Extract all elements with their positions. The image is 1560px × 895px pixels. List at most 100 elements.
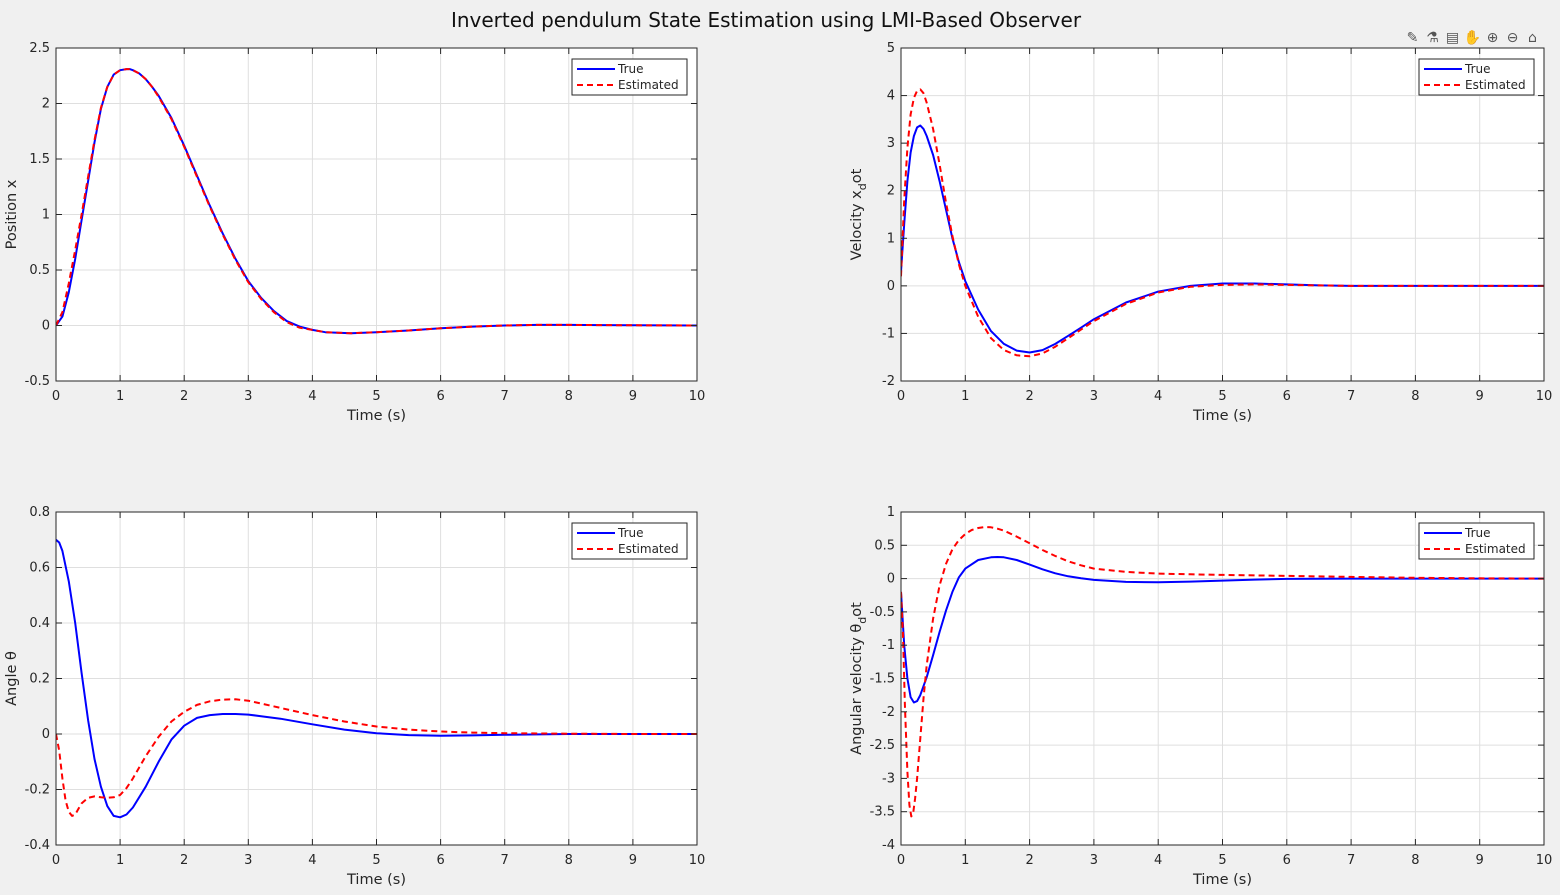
x-tick-label: 4 bbox=[308, 389, 316, 404]
y-tick-label: -1 bbox=[882, 326, 895, 341]
y-tick-label: 3 bbox=[887, 136, 895, 151]
figure-title: Inverted pendulum State Estimation using… bbox=[450, 8, 1082, 32]
axes-toolbar: ✎ ⚗ ▤ ✋ ⊕ ⊖ ⌂ bbox=[1403, 28, 1542, 48]
legend-entry-estimated: Estimated bbox=[618, 78, 679, 92]
x-tick-label: 10 bbox=[1536, 853, 1553, 868]
x-tick-label: 1 bbox=[961, 389, 969, 404]
x-tick-label: 6 bbox=[1283, 389, 1291, 404]
y-tick-label: 2.5 bbox=[29, 41, 50, 56]
y-tick-label: 0.8 bbox=[29, 505, 50, 520]
y-tick-label: 0.5 bbox=[29, 263, 50, 278]
x-tick-label: 8 bbox=[565, 389, 573, 404]
x-tick-label: 0 bbox=[52, 389, 60, 404]
y-tick-label: -3 bbox=[882, 771, 895, 786]
legend[interactable]: True Estimated bbox=[1418, 522, 1535, 560]
x-tick-label: 1 bbox=[116, 389, 124, 404]
y-tick-label: -1.5 bbox=[870, 672, 895, 687]
y-tick-label: -2 bbox=[882, 374, 895, 389]
x-tick-label: 5 bbox=[1218, 389, 1226, 404]
x-axis-label: Time (s) bbox=[1192, 408, 1252, 424]
brush-icon[interactable]: ✎ bbox=[1406, 30, 1419, 46]
x-tick-label: 4 bbox=[1154, 389, 1162, 404]
y-tick-label: -2 bbox=[882, 705, 895, 720]
subplot-2: 0 1 2 3 4 5 6 7 8 9 10 -2 -1 0 1 2 3 4 5 Time (s) Velocity x… bbox=[849, 41, 1552, 424]
x-tick-label: 9 bbox=[629, 389, 637, 404]
zoom-out-icon[interactable]: ⊖ bbox=[1506, 30, 1519, 46]
x-tick-label: 0 bbox=[897, 389, 905, 404]
x-tick-label: 2 bbox=[180, 853, 188, 868]
x-tick-label: 0 bbox=[897, 853, 905, 868]
x-axis-label: Time (s) bbox=[346, 872, 406, 888]
x-axis-label: Time (s) bbox=[1192, 872, 1252, 888]
y-axis-label: Angle θ bbox=[4, 651, 20, 706]
series-line-estimated bbox=[56, 698, 697, 817]
legend[interactable]: True Estimated bbox=[571, 58, 688, 96]
y-tick-label: 0 bbox=[887, 572, 895, 587]
y-axis-label: Velocity xdot bbox=[849, 168, 869, 260]
x-tick-label: 4 bbox=[308, 853, 316, 868]
x-tick-label: 5 bbox=[372, 853, 380, 868]
y-tick-label: 0.4 bbox=[29, 616, 50, 631]
legend-entry-estimated: Estimated bbox=[618, 542, 679, 556]
x-tick-label: 10 bbox=[1536, 389, 1553, 404]
x-tick-label: 4 bbox=[1154, 853, 1162, 868]
x-tick-label: 6 bbox=[436, 389, 444, 404]
zoom-in-icon[interactable]: ⊕ bbox=[1486, 30, 1499, 46]
x-tick-label: 2 bbox=[180, 389, 188, 404]
x-tick-label: 0 bbox=[52, 853, 60, 868]
y-tick-label: -0.4 bbox=[25, 838, 50, 853]
legend-entry-estimated: Estimated bbox=[1465, 78, 1526, 92]
x-tick-label: 6 bbox=[436, 853, 444, 868]
y-axis-label: Angular velocity θdot bbox=[849, 602, 869, 755]
y-tick-label: -3.5 bbox=[870, 805, 895, 820]
x-tick-label: 7 bbox=[1347, 389, 1355, 404]
pan-icon[interactable]: ✋ bbox=[1463, 30, 1482, 46]
x-tick-label: 3 bbox=[244, 853, 252, 868]
home-icon[interactable]: ⌂ bbox=[1528, 30, 1537, 46]
y-tick-label: -1 bbox=[882, 638, 895, 653]
x-tick-label: 8 bbox=[1411, 389, 1419, 404]
series-line-true bbox=[56, 539, 697, 819]
legend[interactable]: True Estimated bbox=[571, 522, 688, 560]
y-tick-label: -0.5 bbox=[25, 374, 50, 389]
y-tick-label: -4 bbox=[882, 838, 895, 853]
x-tick-label: 7 bbox=[1347, 853, 1355, 868]
y-tick-label: 0.6 bbox=[29, 561, 50, 576]
y-tick-label: -0.2 bbox=[25, 783, 50, 798]
x-tick-label: 3 bbox=[1090, 853, 1098, 868]
y-tick-label: 0 bbox=[887, 279, 895, 294]
x-tick-label: 1 bbox=[116, 853, 124, 868]
x-tick-label: 10 bbox=[689, 853, 706, 868]
legend[interactable]: True Estimated bbox=[1418, 58, 1535, 96]
x-tick-label: 2 bbox=[1025, 389, 1033, 404]
series-line-estimated bbox=[901, 88, 1544, 358]
legend-entry-true: True bbox=[1464, 62, 1491, 76]
datatip-icon[interactable]: ⚗ bbox=[1426, 30, 1439, 46]
y-tick-label: 0.2 bbox=[29, 672, 50, 687]
y-tick-label: 4 bbox=[887, 89, 895, 104]
series-line-true bbox=[901, 556, 1544, 704]
x-tick-label: 9 bbox=[1476, 853, 1484, 868]
legend-toggle-icon[interactable]: ▤ bbox=[1445, 30, 1460, 46]
y-tick-label: 5 bbox=[887, 41, 895, 56]
series-line-estimated bbox=[901, 526, 1544, 818]
x-axis-label: Time (s) bbox=[346, 408, 406, 424]
legend-entry-true: True bbox=[617, 526, 644, 540]
y-axis-label: Position x bbox=[4, 179, 20, 249]
x-tick-label: 8 bbox=[565, 853, 573, 868]
y-tick-label: 1.5 bbox=[29, 152, 50, 167]
y-tick-label: 0 bbox=[42, 727, 50, 742]
x-tick-label: 7 bbox=[501, 389, 509, 404]
y-tick-label: 0.5 bbox=[874, 538, 895, 553]
y-tick-label: 1 bbox=[887, 505, 895, 520]
y-tick-label: -0.5 bbox=[870, 605, 895, 620]
x-tick-label: 2 bbox=[1025, 853, 1033, 868]
x-tick-label: 9 bbox=[1476, 389, 1484, 404]
legend-entry-estimated: Estimated bbox=[1465, 542, 1526, 556]
legend-entry-true: True bbox=[1464, 526, 1491, 540]
x-tick-label: 8 bbox=[1411, 853, 1419, 868]
y-tick-label: 1 bbox=[42, 208, 50, 223]
subplot-3: 0 1 2 3 4 5 6 7 8 9 10 -0.4 -0.2 0 0.2 0.4 0.6 0.8 Time (s… bbox=[4, 505, 705, 888]
x-tick-label: 5 bbox=[372, 389, 380, 404]
